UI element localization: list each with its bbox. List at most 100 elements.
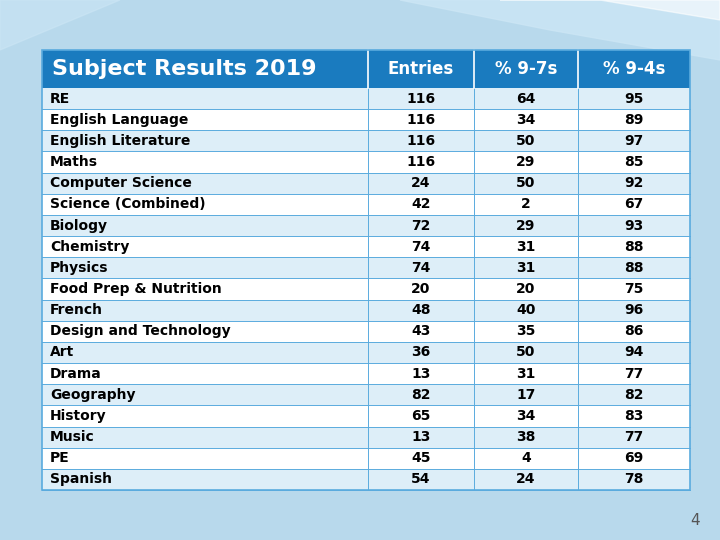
Text: 50: 50 — [516, 346, 536, 360]
Text: Biology: Biology — [50, 219, 108, 233]
Polygon shape — [500, 0, 720, 20]
Bar — [42, 50, 690, 490]
Text: 34: 34 — [516, 409, 536, 423]
Text: Chemistry: Chemistry — [50, 240, 130, 254]
Text: Entries: Entries — [388, 60, 454, 78]
Bar — [42, 109, 690, 130]
Text: 24: 24 — [411, 176, 431, 190]
Bar — [42, 50, 690, 88]
Text: 86: 86 — [624, 325, 644, 339]
Polygon shape — [0, 0, 120, 50]
Text: 50: 50 — [516, 134, 536, 148]
Bar — [42, 448, 690, 469]
Text: Music: Music — [50, 430, 95, 444]
Text: English Language: English Language — [50, 113, 189, 127]
Text: 74: 74 — [411, 240, 431, 254]
Text: 82: 82 — [411, 388, 431, 402]
Text: RE: RE — [50, 92, 71, 106]
Text: 116: 116 — [406, 155, 436, 169]
Bar — [42, 50, 690, 490]
Bar — [42, 427, 690, 448]
Bar — [42, 300, 690, 321]
Bar — [42, 88, 690, 109]
Text: Drama: Drama — [50, 367, 102, 381]
Text: 45: 45 — [411, 451, 431, 465]
Text: 31: 31 — [516, 261, 536, 275]
Text: 24: 24 — [516, 472, 536, 487]
Text: French: French — [50, 303, 103, 317]
Text: 72: 72 — [411, 219, 431, 233]
Text: 96: 96 — [624, 303, 644, 317]
Bar — [42, 152, 690, 173]
Text: Art: Art — [50, 346, 74, 360]
Text: 89: 89 — [624, 113, 644, 127]
Text: 50: 50 — [516, 176, 536, 190]
Text: 35: 35 — [516, 325, 536, 339]
Text: 88: 88 — [624, 261, 644, 275]
Text: Maths: Maths — [50, 155, 98, 169]
Text: 29: 29 — [516, 155, 536, 169]
Text: 85: 85 — [624, 155, 644, 169]
Text: 94: 94 — [624, 346, 644, 360]
Bar — [42, 257, 690, 279]
Text: 31: 31 — [516, 367, 536, 381]
Text: 77: 77 — [624, 367, 644, 381]
Bar — [42, 384, 690, 406]
Text: Food Prep & Nutrition: Food Prep & Nutrition — [50, 282, 222, 296]
Text: 64: 64 — [516, 92, 536, 106]
Text: 65: 65 — [411, 409, 431, 423]
Text: 29: 29 — [516, 219, 536, 233]
Text: 20: 20 — [516, 282, 536, 296]
Text: 116: 116 — [406, 92, 436, 106]
Text: 17: 17 — [516, 388, 536, 402]
Bar — [42, 321, 690, 342]
Bar — [42, 173, 690, 194]
Text: English Literature: English Literature — [50, 134, 190, 148]
Text: 2: 2 — [521, 197, 531, 211]
Text: 116: 116 — [406, 134, 436, 148]
Text: 43: 43 — [411, 325, 431, 339]
Text: PE: PE — [50, 451, 70, 465]
Text: 67: 67 — [624, 197, 644, 211]
Text: 83: 83 — [624, 409, 644, 423]
Text: Design and Technology: Design and Technology — [50, 325, 230, 339]
Text: 36: 36 — [411, 346, 431, 360]
Bar — [42, 236, 690, 257]
Text: 95: 95 — [624, 92, 644, 106]
Text: 20: 20 — [411, 282, 431, 296]
Text: Physics: Physics — [50, 261, 109, 275]
Text: 34: 34 — [516, 113, 536, 127]
Bar — [42, 279, 690, 300]
Text: 48: 48 — [411, 303, 431, 317]
Text: 82: 82 — [624, 388, 644, 402]
Bar — [42, 469, 690, 490]
Text: Computer Science: Computer Science — [50, 176, 192, 190]
Bar — [42, 130, 690, 152]
Bar — [42, 363, 690, 384]
Text: % 9-4s: % 9-4s — [603, 60, 665, 78]
Text: % 9-7s: % 9-7s — [495, 60, 557, 78]
Text: 93: 93 — [624, 219, 644, 233]
Text: Subject Results 2019: Subject Results 2019 — [52, 59, 317, 79]
Polygon shape — [400, 0, 720, 60]
Text: 78: 78 — [624, 472, 644, 487]
Text: History: History — [50, 409, 107, 423]
Text: 31: 31 — [516, 240, 536, 254]
Text: 13: 13 — [411, 430, 431, 444]
Text: 54: 54 — [411, 472, 431, 487]
Text: 40: 40 — [516, 303, 536, 317]
Text: 4: 4 — [521, 451, 531, 465]
Text: 75: 75 — [624, 282, 644, 296]
Bar — [42, 342, 690, 363]
Text: Geography: Geography — [50, 388, 135, 402]
Text: 42: 42 — [411, 197, 431, 211]
Text: Spanish: Spanish — [50, 472, 112, 487]
Text: 88: 88 — [624, 240, 644, 254]
Text: 92: 92 — [624, 176, 644, 190]
Text: 77: 77 — [624, 430, 644, 444]
Text: 69: 69 — [624, 451, 644, 465]
Text: 38: 38 — [516, 430, 536, 444]
Bar — [42, 406, 690, 427]
Text: 97: 97 — [624, 134, 644, 148]
Text: 13: 13 — [411, 367, 431, 381]
